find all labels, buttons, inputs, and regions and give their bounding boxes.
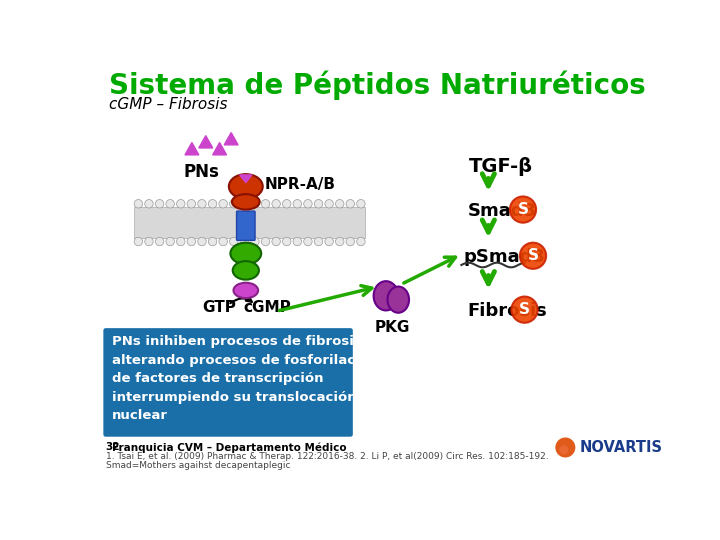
Circle shape bbox=[240, 237, 248, 246]
Circle shape bbox=[520, 242, 546, 269]
Polygon shape bbox=[224, 132, 238, 145]
Circle shape bbox=[304, 200, 312, 208]
Text: Sistema de Péptidos Natriuréticos: Sistema de Péptidos Natriuréticos bbox=[109, 71, 646, 100]
Circle shape bbox=[198, 200, 206, 208]
Circle shape bbox=[208, 237, 217, 246]
Circle shape bbox=[251, 237, 259, 246]
Text: NPR-A/B: NPR-A/B bbox=[264, 177, 336, 192]
Polygon shape bbox=[240, 175, 252, 183]
Circle shape bbox=[356, 200, 365, 208]
Circle shape bbox=[325, 237, 333, 246]
Text: TGF-β: TGF-β bbox=[469, 157, 533, 176]
Ellipse shape bbox=[232, 194, 260, 210]
Text: S: S bbox=[528, 248, 539, 264]
Circle shape bbox=[240, 200, 248, 208]
Text: Smad3: Smad3 bbox=[467, 202, 536, 220]
Circle shape bbox=[282, 237, 291, 246]
Circle shape bbox=[356, 237, 365, 246]
Ellipse shape bbox=[233, 283, 258, 298]
Polygon shape bbox=[185, 143, 199, 155]
Text: cGMP: cGMP bbox=[243, 300, 291, 315]
Circle shape bbox=[187, 237, 196, 246]
Text: pSmad3: pSmad3 bbox=[464, 248, 546, 266]
Circle shape bbox=[293, 237, 302, 246]
Text: PNs: PNs bbox=[183, 164, 219, 181]
Circle shape bbox=[346, 237, 354, 246]
Circle shape bbox=[251, 200, 259, 208]
Circle shape bbox=[510, 197, 536, 222]
Circle shape bbox=[208, 200, 217, 208]
Text: Smad=Mothers agaihst decapentaplegic: Smad=Mothers agaihst decapentaplegic bbox=[106, 461, 290, 470]
Circle shape bbox=[293, 200, 302, 208]
Circle shape bbox=[134, 237, 143, 246]
Circle shape bbox=[559, 445, 568, 455]
Bar bbox=[134, 207, 365, 238]
Circle shape bbox=[219, 237, 228, 246]
Text: GTP: GTP bbox=[202, 300, 235, 315]
Circle shape bbox=[555, 437, 575, 457]
Circle shape bbox=[145, 200, 153, 208]
Circle shape bbox=[230, 200, 238, 208]
Circle shape bbox=[272, 237, 280, 246]
Ellipse shape bbox=[229, 174, 263, 199]
Text: S: S bbox=[518, 202, 528, 217]
Circle shape bbox=[272, 200, 280, 208]
Text: PNs inihiben procesos de fibrosis
alterando procesos de fosforilación
de factore: PNs inihiben procesos de fibrosis altera… bbox=[112, 335, 378, 422]
Circle shape bbox=[261, 200, 270, 208]
Circle shape bbox=[219, 200, 228, 208]
Text: 1. Tsai E, et al. (2009) Pharmac & Therap. 122:2016-38. 2. Li P, et al(2009) Cir: 1. Tsai E, et al. (2009) Pharmac & Thera… bbox=[106, 452, 549, 461]
Circle shape bbox=[176, 237, 185, 246]
Circle shape bbox=[156, 200, 164, 208]
FancyBboxPatch shape bbox=[237, 211, 255, 240]
Circle shape bbox=[511, 296, 538, 323]
Ellipse shape bbox=[230, 242, 261, 264]
Circle shape bbox=[134, 200, 143, 208]
Circle shape bbox=[304, 237, 312, 246]
Circle shape bbox=[166, 237, 174, 246]
Circle shape bbox=[346, 200, 354, 208]
Ellipse shape bbox=[387, 287, 409, 313]
Text: cGMP – Fibrosis: cGMP – Fibrosis bbox=[109, 97, 228, 112]
Ellipse shape bbox=[374, 281, 398, 310]
Circle shape bbox=[315, 237, 323, 246]
Text: 32: 32 bbox=[106, 442, 120, 452]
Circle shape bbox=[315, 200, 323, 208]
Circle shape bbox=[176, 200, 185, 208]
Circle shape bbox=[230, 237, 238, 246]
Circle shape bbox=[198, 237, 206, 246]
Text: S: S bbox=[519, 302, 530, 317]
Circle shape bbox=[336, 200, 344, 208]
Text: Franquicia CVM – Departamento Médico: Franquicia CVM – Departamento Médico bbox=[112, 442, 346, 453]
Polygon shape bbox=[199, 136, 212, 148]
Circle shape bbox=[336, 237, 344, 246]
Circle shape bbox=[166, 200, 174, 208]
Circle shape bbox=[187, 200, 196, 208]
Polygon shape bbox=[212, 143, 227, 155]
Circle shape bbox=[156, 237, 164, 246]
Circle shape bbox=[145, 237, 153, 246]
Circle shape bbox=[325, 200, 333, 208]
Text: PKG: PKG bbox=[374, 320, 410, 335]
Text: NOVARTIS: NOVARTIS bbox=[579, 440, 662, 455]
Ellipse shape bbox=[233, 261, 259, 280]
Circle shape bbox=[261, 237, 270, 246]
Circle shape bbox=[282, 200, 291, 208]
Text: Fibrosis: Fibrosis bbox=[467, 302, 547, 320]
FancyBboxPatch shape bbox=[104, 328, 353, 437]
